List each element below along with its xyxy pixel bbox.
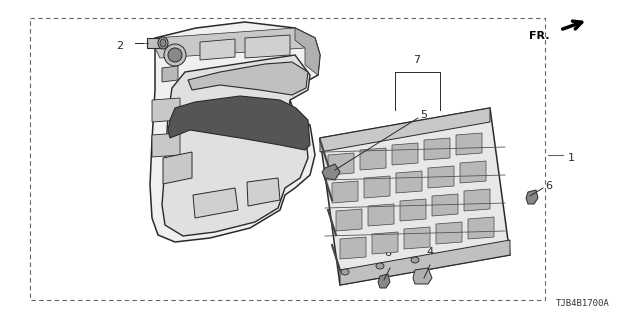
- Polygon shape: [404, 227, 430, 249]
- Ellipse shape: [341, 269, 349, 275]
- Polygon shape: [245, 35, 290, 58]
- Polygon shape: [152, 98, 180, 122]
- Polygon shape: [340, 237, 366, 259]
- Polygon shape: [456, 133, 482, 155]
- Polygon shape: [320, 108, 510, 285]
- Polygon shape: [162, 55, 310, 236]
- Text: 6: 6: [385, 248, 392, 258]
- Ellipse shape: [168, 48, 182, 62]
- Ellipse shape: [411, 257, 419, 263]
- Polygon shape: [413, 268, 432, 284]
- Polygon shape: [193, 188, 238, 218]
- Polygon shape: [526, 190, 538, 204]
- Polygon shape: [152, 133, 180, 157]
- Polygon shape: [392, 143, 418, 165]
- Polygon shape: [320, 108, 490, 152]
- Polygon shape: [340, 240, 510, 285]
- Polygon shape: [332, 181, 358, 203]
- FancyArrowPatch shape: [563, 21, 582, 29]
- Polygon shape: [378, 274, 390, 288]
- Ellipse shape: [158, 37, 168, 49]
- Polygon shape: [372, 232, 398, 254]
- Text: 6: 6: [545, 181, 552, 191]
- Polygon shape: [295, 28, 320, 75]
- Polygon shape: [468, 217, 494, 239]
- Polygon shape: [464, 189, 490, 211]
- Polygon shape: [428, 166, 454, 188]
- Text: 2: 2: [116, 41, 123, 51]
- Polygon shape: [396, 171, 422, 193]
- Polygon shape: [400, 199, 426, 221]
- Polygon shape: [162, 66, 178, 82]
- Polygon shape: [168, 96, 310, 150]
- Text: TJB4B1700A: TJB4B1700A: [556, 299, 610, 308]
- Polygon shape: [368, 204, 394, 226]
- Polygon shape: [436, 222, 462, 244]
- Polygon shape: [147, 38, 163, 48]
- Polygon shape: [155, 28, 320, 58]
- Ellipse shape: [164, 44, 186, 66]
- Text: 5: 5: [420, 110, 427, 120]
- Text: 4: 4: [426, 247, 433, 257]
- Polygon shape: [188, 62, 308, 95]
- Ellipse shape: [376, 263, 384, 269]
- Polygon shape: [247, 178, 280, 206]
- Polygon shape: [432, 194, 458, 216]
- Polygon shape: [163, 152, 192, 184]
- Polygon shape: [364, 176, 390, 198]
- Text: 1: 1: [568, 153, 575, 163]
- Ellipse shape: [160, 39, 166, 47]
- Polygon shape: [460, 161, 486, 183]
- Text: FR.: FR.: [529, 31, 550, 41]
- Polygon shape: [424, 138, 450, 160]
- Text: 7: 7: [413, 55, 420, 65]
- Polygon shape: [200, 39, 235, 60]
- Polygon shape: [150, 22, 320, 242]
- Polygon shape: [328, 153, 354, 175]
- Polygon shape: [322, 164, 340, 180]
- Polygon shape: [360, 148, 386, 170]
- Polygon shape: [336, 209, 362, 231]
